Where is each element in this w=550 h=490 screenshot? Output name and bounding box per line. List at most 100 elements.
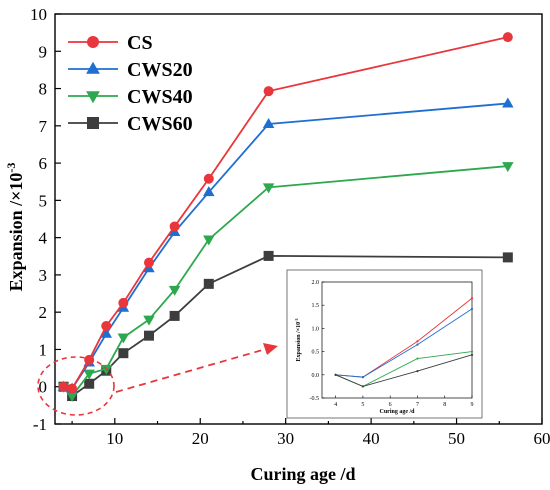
y-tick-label: -1 [33, 415, 47, 434]
inset-y-tick-label: 2.0 [312, 280, 320, 286]
y-tick-label: 2 [39, 303, 48, 322]
y-tick-label: 5 [39, 191, 48, 210]
series-cs [58, 32, 513, 394]
inset-y-axis-title-prefix: Expansion /×10 [296, 322, 302, 362]
data-point [118, 348, 129, 359]
legend-item: CWS60 [68, 113, 193, 135]
inset-data-point [470, 350, 474, 353]
y-axis-title-exponent: -3 [4, 163, 18, 173]
data-point [203, 278, 214, 289]
y-tick-label: 10 [30, 5, 47, 24]
data-point [86, 91, 100, 104]
data-point [143, 257, 154, 268]
y-tick-label: 0 [39, 378, 48, 397]
data-point [101, 320, 112, 331]
x-tick-label: 10 [106, 429, 123, 448]
data-point [118, 297, 129, 308]
data-point [84, 354, 95, 365]
zoom-arrow-line [115, 348, 267, 393]
y-tick-label: 6 [39, 154, 48, 173]
data-point [83, 369, 95, 380]
data-point [84, 378, 95, 389]
main-series [57, 32, 514, 403]
y-tick-label: 7 [39, 117, 48, 136]
legend-item: CWS40 [68, 86, 193, 108]
data-point [262, 183, 275, 194]
data-point [263, 250, 274, 261]
inset-chart: 4 5 6 7 8 9 -0.5 0.0 0.5 1.0 1.5 2.0 Curing age /d Ex… [286, 269, 483, 419]
inset-y-tick-label: 0.0 [312, 373, 320, 379]
x-axis-title: Curing age /d [250, 464, 355, 484]
inset-series-cws60 [334, 353, 474, 388]
x-tick-label: 60 [534, 429, 550, 448]
inset-data-point [470, 307, 474, 311]
inset-background [286, 269, 483, 419]
inset-x-tick-label: 8 [443, 402, 446, 408]
x-tick-label: 50 [448, 429, 465, 448]
y-tick-label: 3 [39, 266, 48, 285]
data-point [263, 86, 274, 97]
inset-x-axis-title: Curing age /d [379, 409, 415, 415]
y-tick-label: 1 [39, 340, 48, 359]
data-point [203, 235, 215, 246]
data-point [100, 327, 113, 338]
data-point [143, 330, 154, 341]
data-point [502, 32, 513, 43]
inset-series-cws20 [334, 307, 474, 379]
data-point [169, 221, 180, 232]
data-point [87, 36, 99, 48]
zoom-circle [37, 356, 115, 416]
inset-y-tick-label: -0.5 [310, 396, 320, 402]
zoom-arrow-head [263, 343, 278, 355]
inset-x-tick-label: 7 [416, 402, 419, 408]
legend-label: CWS40 [127, 86, 193, 108]
y-axis-title-prefix: Expansion /×10 [6, 173, 26, 292]
data-point [203, 173, 214, 184]
inset-data-point [416, 369, 419, 373]
data-point [87, 117, 99, 129]
series-line [62, 254, 508, 398]
data-point [66, 392, 78, 403]
inset-data-point [470, 353, 474, 356]
x-tick-label: 30 [277, 429, 294, 448]
legend-label: CS [127, 32, 153, 54]
inset-y-tick-label: 1.0 [312, 326, 320, 332]
inset-y-axis-title: Expansion /×10-3 [294, 319, 302, 362]
inset-y-tick-label: 0.5 [312, 350, 320, 356]
main-axes: 10 20 30 40 50 60 -1 0 1 2 3 4 5 6 7 8 9 10 [30, 5, 550, 448]
legend-label: CWS20 [127, 59, 193, 81]
inset-x-tick-label: 9 [471, 402, 474, 408]
inset-series-line [335, 308, 473, 378]
inset-y-tick-label: 1.5 [312, 303, 320, 309]
series-line [63, 36, 509, 390]
data-point [502, 252, 513, 263]
data-point [86, 61, 100, 74]
inset-data-point [361, 385, 365, 388]
plot-frame [54, 13, 543, 425]
inset-data-point [416, 340, 419, 343]
inset-y-axis-title-exponent: -3 [294, 319, 299, 322]
series-line [62, 165, 508, 398]
inset-data-point [470, 297, 474, 300]
inset-data-point [416, 357, 419, 360]
data-point [100, 364, 113, 375]
inset-data-point [416, 343, 419, 346]
inset-x-tick-label: 5 [361, 402, 364, 408]
legend-item: CS [68, 32, 153, 54]
inset-x-tick-label: 4 [334, 402, 337, 408]
y-tick-label: 4 [39, 229, 48, 248]
data-point [117, 333, 130, 344]
data-point [169, 310, 180, 321]
inset-x-tick-label: 6 [389, 402, 392, 408]
data-point [143, 315, 155, 326]
y-tick-label: 8 [39, 80, 48, 99]
y-tick-label: 9 [39, 42, 48, 61]
inset-frame [321, 281, 473, 399]
data-point [262, 117, 275, 128]
x-tick-label: 40 [363, 429, 380, 448]
inset-data-point [361, 376, 365, 379]
inset-series-line [335, 354, 473, 387]
data-point [502, 97, 514, 108]
data-point [168, 285, 181, 296]
